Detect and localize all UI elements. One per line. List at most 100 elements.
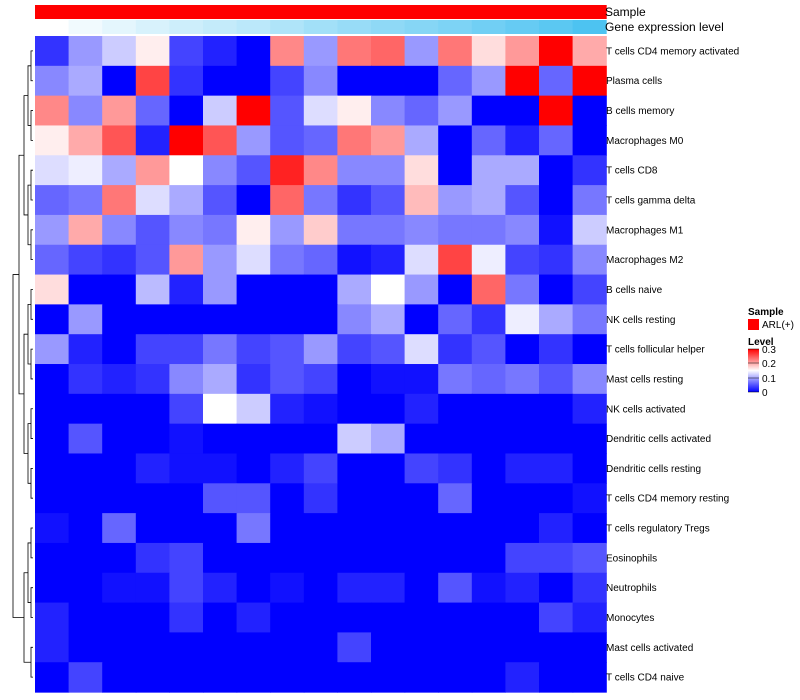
- heatmap-cell: [572, 632, 607, 663]
- heatmap-cell: [371, 125, 406, 156]
- heatmap-cell: [169, 602, 204, 633]
- heatmap-cell: [572, 572, 607, 604]
- heatmap-cell: [270, 304, 305, 335]
- sample-annotation-cell: [337, 5, 372, 19]
- heatmap-cell: [371, 364, 406, 395]
- heatmap-cell: [236, 185, 271, 216]
- heatmap-cell: [135, 423, 170, 455]
- heatmap-cell: [371, 662, 406, 693]
- heatmap-cell: [102, 602, 137, 633]
- heatmap-cell: [337, 632, 372, 663]
- heatmap-cell: [471, 125, 506, 156]
- heatmap-cell: [135, 662, 170, 693]
- heatmap-cell: [203, 36, 238, 67]
- heatmap-cell: [236, 214, 271, 246]
- sample-annotation-cell: [371, 5, 406, 19]
- heatmap-cell: [539, 542, 574, 574]
- heatmap-cell: [236, 632, 271, 663]
- heatmap-cell: [572, 393, 607, 425]
- legend-tick-0: 0: [762, 388, 768, 399]
- heatmap-cell: [236, 393, 271, 425]
- heatmap-cell: [337, 662, 372, 693]
- heatmap-cell: [572, 334, 607, 365]
- heatmap-cell: [505, 65, 540, 97]
- heatmap-cell: [169, 662, 204, 693]
- heatmap-cell: [35, 393, 70, 425]
- sample-annotation-cell: [404, 5, 439, 19]
- heatmap-cell: [471, 483, 506, 514]
- heatmap-cell: [337, 453, 372, 484]
- heatmap-cell: [236, 274, 271, 305]
- heatmap-cell: [303, 274, 338, 305]
- heatmap-cell: [236, 662, 271, 693]
- heatmap-cell: [135, 274, 170, 305]
- heatmap-cell: [337, 274, 372, 305]
- heatmap-cell: [471, 274, 506, 305]
- heatmap-cell: [337, 513, 372, 544]
- heatmap-cell: [270, 65, 305, 97]
- dendrogram-branch: [23, 333, 28, 454]
- heatmap-cell: [236, 572, 271, 604]
- heatmap-cell: [438, 155, 473, 186]
- heatmap-cell: [505, 632, 540, 663]
- heatmap-cell: [505, 274, 540, 305]
- heatmap-cell: [35, 274, 70, 305]
- dendrogram-branch: [27, 542, 31, 603]
- heatmap-cell: [303, 364, 338, 395]
- heatmap-cell: [505, 602, 540, 633]
- heatmap-cell: [102, 36, 137, 67]
- heatmap-cell: [68, 364, 103, 395]
- heatmap-cell: [539, 185, 574, 216]
- heatmap-cell: [505, 304, 540, 335]
- heatmap-cell: [68, 393, 103, 425]
- heatmap-cell: [471, 334, 506, 365]
- legend: Sample ARL(+) Level 0.3 0.2 0.1 0: [748, 307, 794, 399]
- dendrogram-branch: [30, 348, 33, 380]
- heatmap-cell: [35, 214, 70, 246]
- heatmap-cell: [505, 95, 540, 127]
- sample-annotation-cell: [505, 5, 540, 19]
- heatmap-cell: [371, 155, 406, 186]
- heatmap-cell: [68, 453, 103, 484]
- heatmap-cell: [35, 483, 70, 514]
- heatmap-cell: [572, 304, 607, 335]
- heatmap-cell: [303, 36, 338, 67]
- row-label: Plasma cells: [606, 76, 662, 87]
- heatmap-cell: [270, 632, 305, 663]
- heatmap-cell: [572, 244, 607, 276]
- heatmap-cell: [404, 125, 439, 156]
- heatmap-cell: [337, 95, 372, 127]
- heatmap-cell: [203, 393, 238, 425]
- legend-tick-0-3: 0.3: [762, 345, 776, 356]
- heatmap-cell: [572, 125, 607, 156]
- heatmap-cell: [505, 214, 540, 246]
- heatmap-cell: [572, 602, 607, 633]
- heatmap-cell: [303, 393, 338, 425]
- heatmap-cell: [539, 65, 574, 97]
- row-labels: T cells CD4 memory activated Plasma cells…: [606, 46, 739, 683]
- heatmap-cell: [169, 185, 204, 216]
- sample-annotation-cell: [68, 5, 103, 19]
- annotation-label-sample: Sample: [605, 5, 646, 19]
- heatmap-cell: [68, 274, 103, 305]
- heatmap-cell: [539, 214, 574, 246]
- heatmap-cell: [35, 513, 70, 544]
- heatmap-cell: [303, 632, 338, 663]
- heatmap-cell: [505, 483, 540, 514]
- gene-expression-cell: [270, 20, 305, 34]
- heatmap-cell: [337, 572, 372, 604]
- heatmap-cell: [505, 334, 540, 365]
- heatmap-cell: [169, 423, 204, 455]
- dendrogram-branch: [30, 527, 33, 559]
- heatmap-cell: [68, 542, 103, 574]
- heatmap-cell: [471, 214, 506, 246]
- row-label: T cells CD8: [606, 166, 658, 177]
- heatmap-cell: [35, 155, 70, 186]
- heatmap-cell: [404, 364, 439, 395]
- heatmap-cell: [303, 244, 338, 276]
- heatmap-cell: [270, 423, 305, 455]
- heatmap-cell: [572, 65, 607, 97]
- heatmap-cell: [236, 542, 271, 574]
- heatmap-cell: [135, 334, 170, 365]
